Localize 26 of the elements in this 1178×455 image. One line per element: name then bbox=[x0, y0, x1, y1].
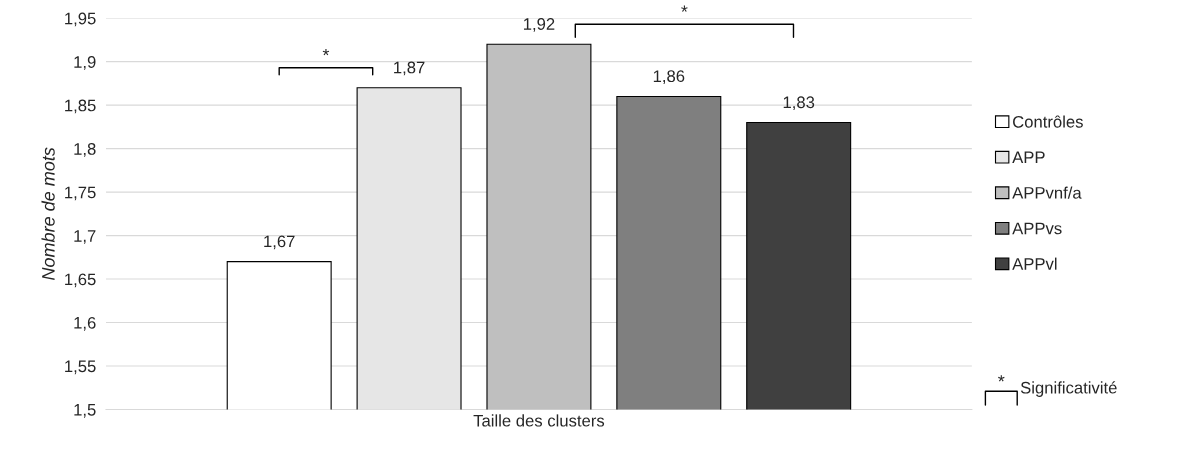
annotation: * bbox=[322, 48, 330, 56]
data-label: 1,86 bbox=[653, 70, 685, 85]
y-tick-label: 1,8 bbox=[74, 143, 96, 157]
y-tick-label: 1,85 bbox=[65, 99, 96, 114]
y-tick-label: 1,9 bbox=[74, 56, 96, 70]
y-tick-label: 1,5 bbox=[74, 404, 96, 418]
legend-label: APPvnf/a bbox=[1012, 186, 1082, 199]
data-label: 1,92 bbox=[523, 18, 555, 32]
text: * bbox=[998, 375, 1005, 382]
y-tick-label: 1,6 bbox=[74, 316, 96, 331]
legend-label: Contrôles bbox=[1013, 115, 1083, 128]
y-tick-label: 1,65 bbox=[65, 273, 96, 288]
y-tick-label: 1,55 bbox=[65, 360, 96, 375]
data-label: 1,87 bbox=[394, 61, 425, 76]
data-label: 1,67 bbox=[264, 235, 295, 250]
y-tick-label: 1,7 bbox=[74, 230, 96, 244]
y-tick-label: 1,75 bbox=[65, 186, 96, 201]
text: * bbox=[681, 5, 688, 12]
x-tick-label: Taille des clusters bbox=[473, 414, 605, 427]
y-axis-title: Nombre de mots bbox=[41, 147, 55, 281]
legend-label: APPvs bbox=[1012, 222, 1062, 235]
legend-label: APP bbox=[1012, 151, 1045, 164]
text: Significativité bbox=[1020, 381, 1117, 397]
legend-label: APPvl bbox=[1012, 257, 1057, 270]
y-tick-label: 1,95 bbox=[65, 12, 96, 27]
data-label: 1,83 bbox=[783, 96, 815, 111]
